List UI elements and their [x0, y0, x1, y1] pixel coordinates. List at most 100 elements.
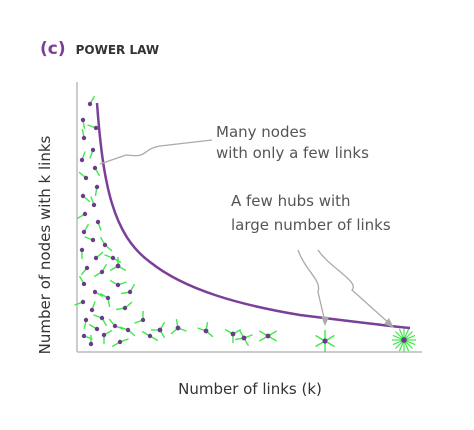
leader-line-hub-2	[317, 249, 391, 325]
x-axis-label: Number of links (k)	[178, 380, 322, 398]
node-dot	[125, 327, 131, 333]
node-degree-1	[78, 171, 89, 181]
node-degree-2	[99, 236, 113, 252]
node-dot	[241, 335, 247, 341]
panel-title: POWER LAW	[75, 43, 160, 57]
node-dot	[122, 305, 128, 311]
node-dot	[92, 165, 98, 171]
node-dot	[140, 317, 146, 323]
node-dot	[80, 117, 86, 123]
node-degree-2	[141, 330, 159, 342]
node-degree-4	[234, 329, 253, 347]
node-dot	[95, 219, 101, 225]
node-dot	[93, 255, 99, 261]
node-degree-3	[197, 321, 214, 338]
node-degree-1	[76, 211, 88, 220]
node-dot	[175, 325, 181, 331]
node-dot	[87, 101, 93, 107]
node-dot	[92, 289, 98, 295]
node-degree-1	[79, 151, 86, 163]
node-dot	[401, 337, 407, 343]
node-dot	[91, 202, 97, 208]
node-degree-2	[119, 326, 136, 337]
node-dot	[127, 289, 133, 295]
node-degree-1	[92, 165, 101, 177]
node-dot	[117, 339, 123, 345]
node-degree-1	[88, 335, 94, 347]
node-degree-2	[93, 263, 108, 278]
node-degree-1	[92, 289, 104, 298]
node-dot	[105, 295, 111, 301]
node-degree-2	[104, 254, 122, 264]
node-dot	[83, 175, 89, 181]
node-dot	[99, 315, 105, 321]
node-degree-1	[81, 128, 87, 141]
node-degree-3	[170, 318, 187, 335]
node-dot	[90, 237, 96, 243]
node-degree-1	[84, 236, 96, 243]
panel-header: (c) POWER LAW	[40, 39, 159, 59]
leader-line-few-links	[99, 139, 213, 165]
node-dot	[81, 333, 87, 339]
node-dot	[265, 333, 271, 339]
node-degree-1	[80, 193, 91, 203]
node-degree-3	[224, 328, 242, 343]
node-degree-1	[78, 275, 87, 287]
node-dot	[89, 307, 95, 313]
node-degree-1	[90, 196, 97, 208]
node-degree-1	[87, 124, 99, 131]
node-dot	[115, 282, 121, 288]
node-degree-1	[93, 251, 104, 261]
node-dot	[110, 255, 116, 261]
node-dot	[79, 157, 85, 163]
node-degree-4	[258, 330, 278, 342]
arrowhead-hub-2	[384, 318, 394, 328]
node-degree-3	[151, 321, 166, 339]
y-axis-label: Number of nodes with k links	[36, 135, 54, 354]
node-dot	[80, 299, 86, 305]
node-degree-2	[115, 301, 133, 311]
node-dot	[99, 269, 105, 275]
node-degree-3	[109, 257, 127, 272]
node-degree-2	[109, 279, 127, 288]
node-dot	[84, 265, 90, 271]
leader-line-hub-1	[297, 249, 326, 323]
arrowhead-hub-1	[321, 316, 329, 326]
node-dot	[203, 328, 209, 334]
node-degree-1	[83, 317, 89, 330]
node-degree-2	[134, 311, 146, 324]
node-dot	[81, 135, 87, 141]
node-dot	[322, 338, 328, 344]
annotation-hubs-line1: A few hubs with	[231, 192, 351, 210]
node-degree-1	[80, 117, 86, 130]
node-dot	[93, 125, 99, 131]
node-degree-16	[392, 328, 416, 352]
node-degree-2	[99, 292, 111, 308]
node-degree-1	[89, 301, 96, 313]
node-degree-1	[95, 219, 102, 231]
node-dot	[101, 332, 107, 338]
annotation-few-links-line2: with only a few links	[216, 144, 369, 162]
annotation-few-links-line1: Many nodes	[216, 123, 307, 141]
node-dot	[94, 326, 100, 332]
annotation-hubs-line2: large number of links	[231, 216, 391, 234]
node-dot	[112, 323, 118, 329]
node-degree-1	[94, 184, 100, 197]
node-degree-2	[111, 338, 129, 348]
node-dot	[88, 341, 94, 347]
node-degree-1	[88, 323, 100, 332]
node-degree-1	[74, 299, 86, 306]
node-degree-1	[89, 147, 96, 159]
node-dot	[157, 327, 163, 333]
node-dot	[79, 247, 85, 253]
node-glyphs	[74, 95, 416, 352]
node-dot	[83, 317, 89, 323]
node-dot	[94, 184, 100, 190]
node-dot	[81, 229, 87, 235]
node-degree-2	[93, 314, 108, 327]
node-degree-2	[101, 329, 113, 344]
panel-letter: (c)	[40, 39, 66, 59]
node-degree-1	[87, 95, 96, 107]
node-degree-2	[120, 283, 136, 295]
node-dot	[80, 193, 86, 199]
